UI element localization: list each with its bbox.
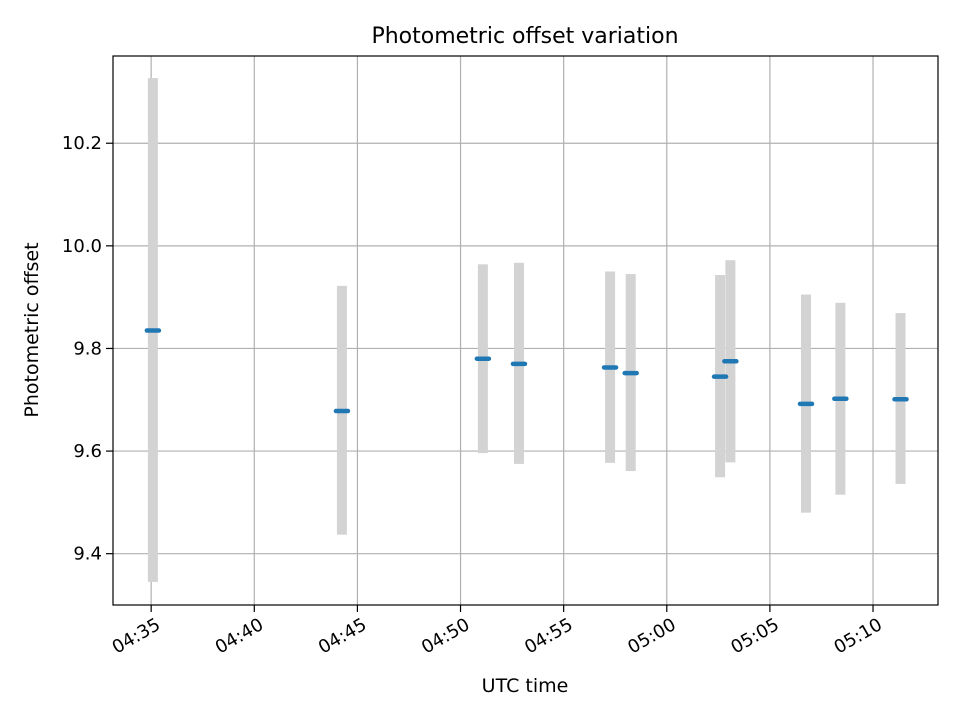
x-axis-ticks: 04:35 04:40 04:45 04:50 04:55 05:00 05:05 05:10 [109,605,886,658]
x-tick-label: 04:35 [109,614,164,658]
x-tick-label: 04:45 [315,614,370,658]
grid [113,56,938,605]
y-tick-label: 10.2 [62,133,102,154]
y-tick-label: 9.8 [73,338,102,359]
plot-frame [112,55,939,606]
x-tick-label: 05:10 [831,614,886,658]
x-axis-label: UTC time [482,675,569,697]
x-tick-label: 04:55 [521,614,576,658]
y-tick-label: 9.6 [73,441,102,462]
error-bars [147,78,906,582]
y-tick-label: 9.4 [73,544,102,565]
y-axis-label: Photometric offset [21,242,43,417]
data-points [144,328,909,414]
y-tick-label: 10.0 [62,236,102,257]
y-axis-ticks: 9.4 9.6 9.8 10.0 10.2 [62,133,113,565]
x-tick-label: 04:50 [418,614,473,658]
x-tick-label: 04:40 [212,614,267,658]
chart-title: Photometric offset variation [371,24,678,49]
x-tick-label: 05:00 [624,614,679,658]
x-tick-label: 05:05 [727,614,782,658]
